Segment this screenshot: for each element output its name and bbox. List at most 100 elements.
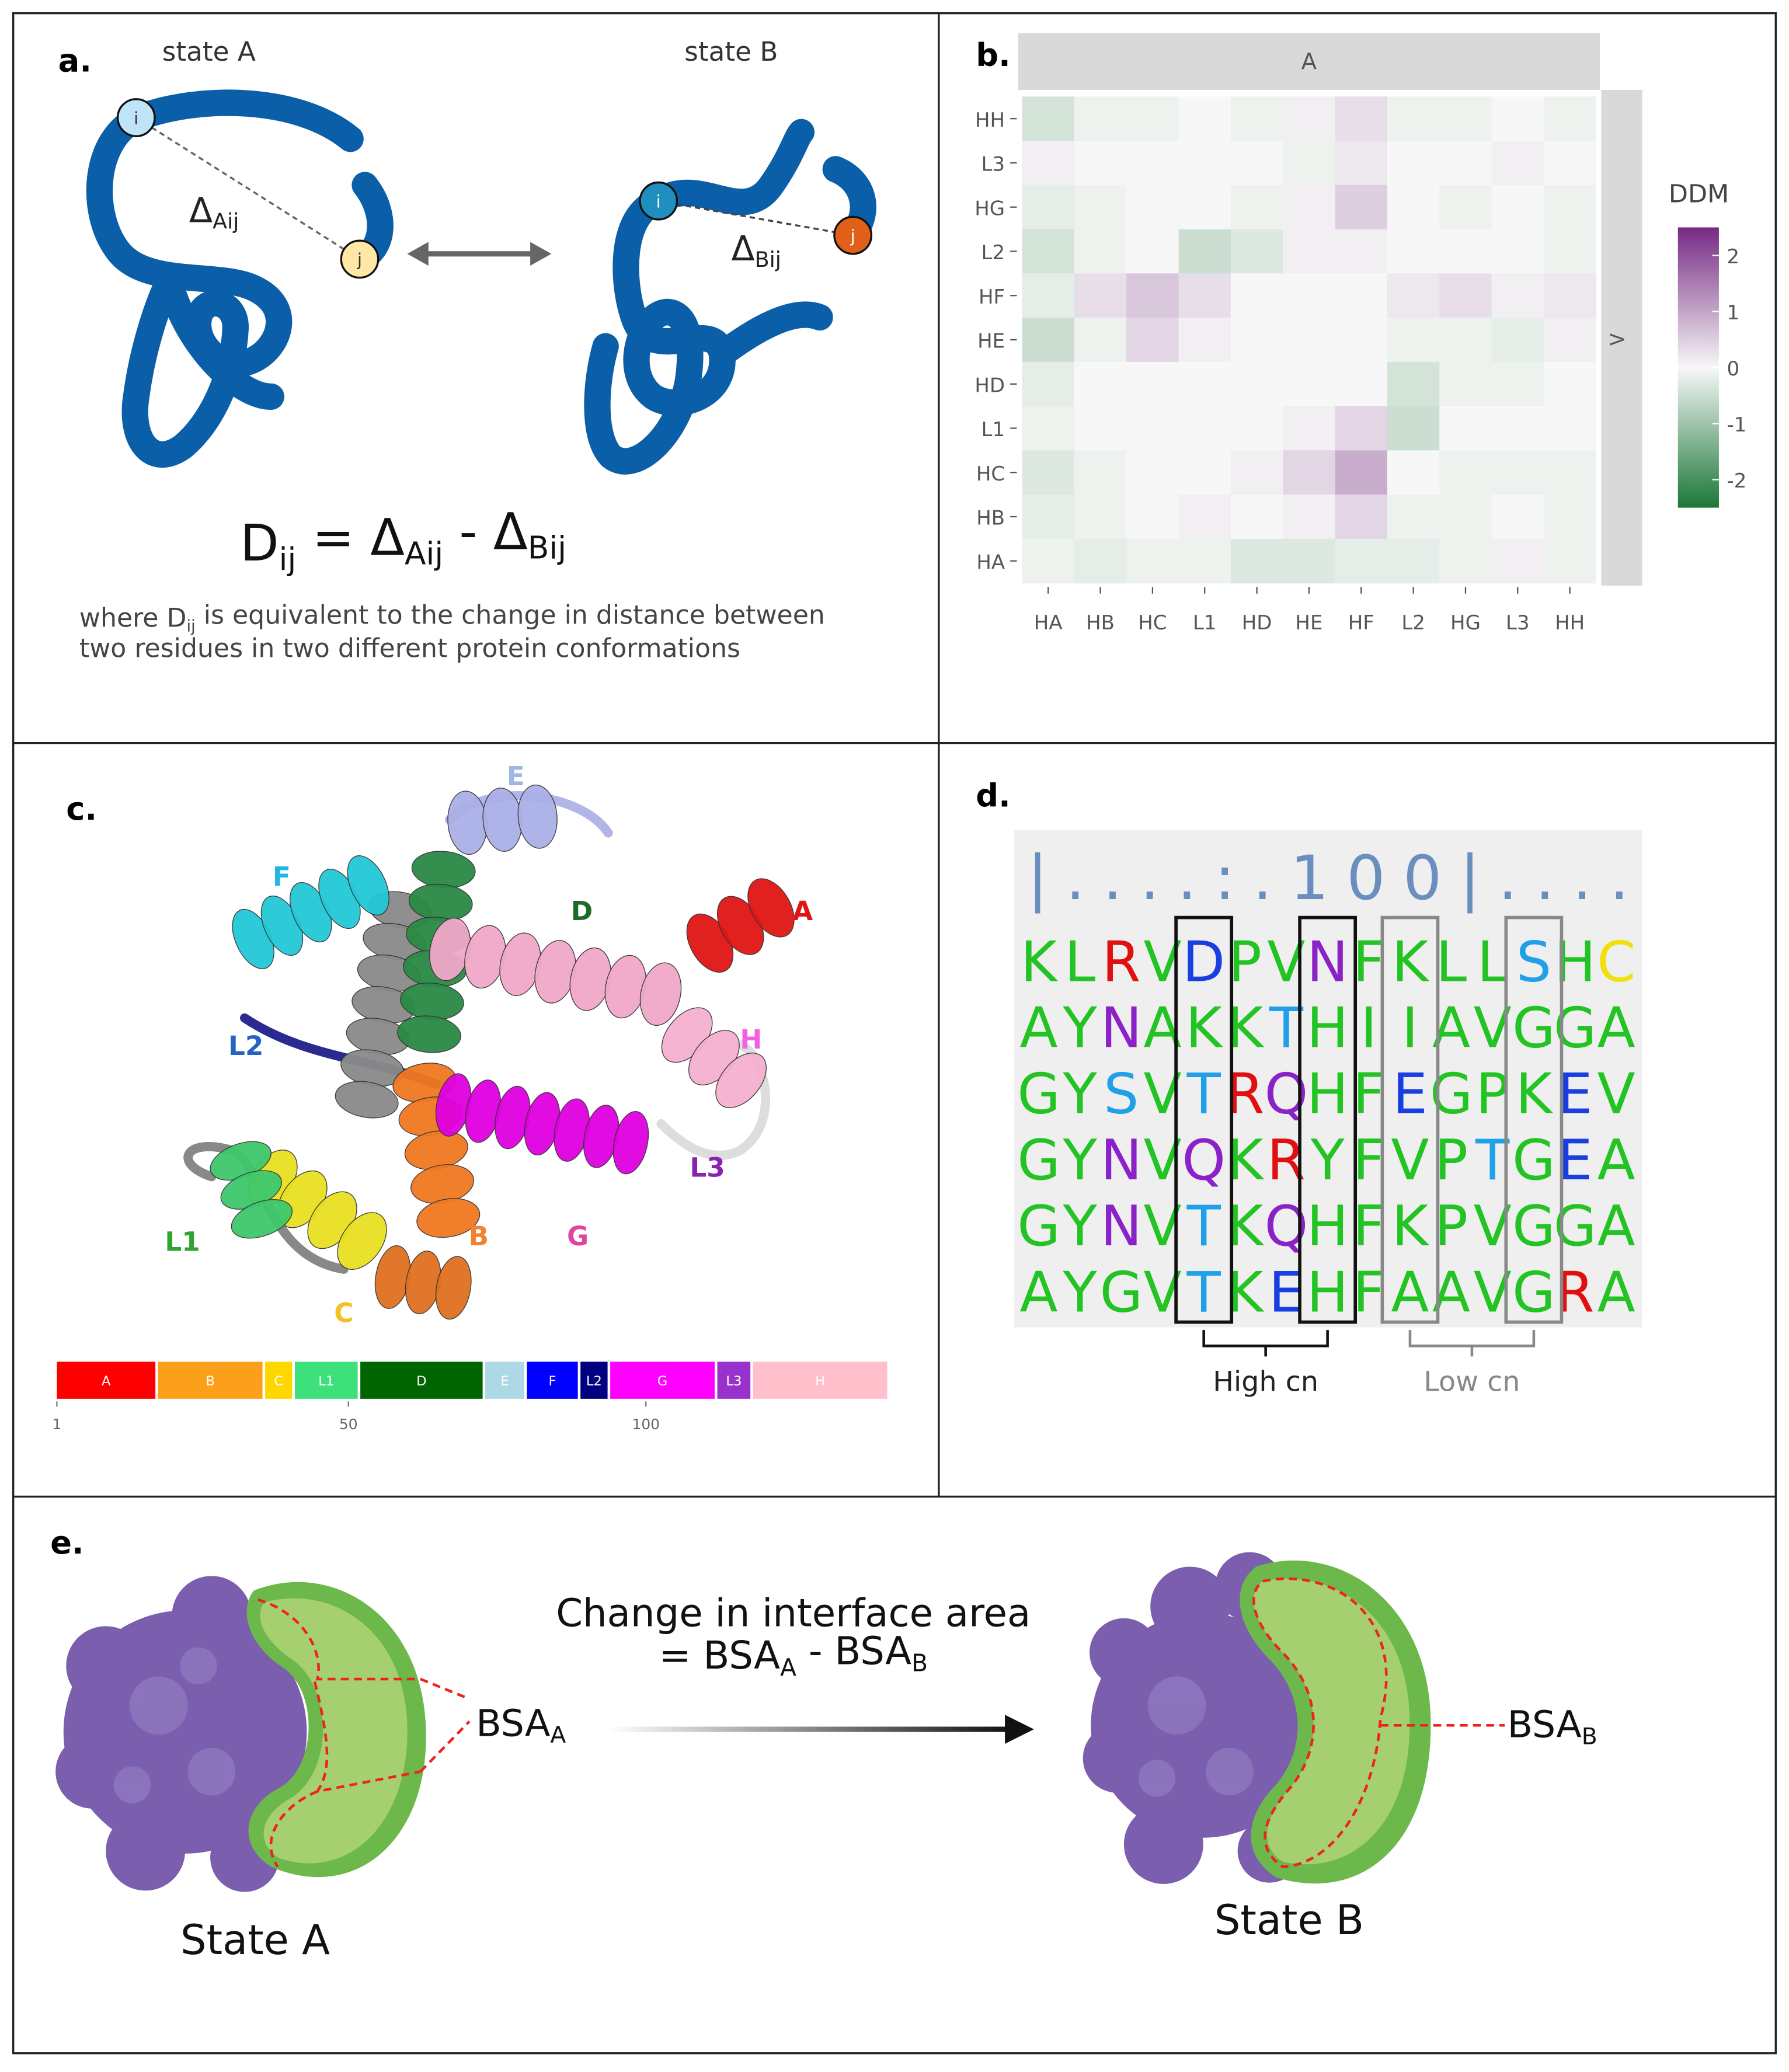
subscript: Bij [528,530,566,566]
heatmap-cell [1126,184,1179,230]
heatmap-cell [1543,361,1597,407]
heatmap-cell [1491,273,1544,318]
domain-label: D [416,1374,426,1389]
helix-turn [416,1198,481,1238]
heatmap-cell [1022,538,1075,584]
text-part: = Δ [296,509,405,567]
residue: V [1391,1129,1429,1193]
residue: A [1597,1195,1635,1259]
x-tick-label: HF [1348,611,1374,635]
structure-label: D [571,896,593,927]
heatmap-cell [1074,184,1127,230]
heatmap-cell [1178,229,1231,274]
heatmap-cell [1439,273,1492,318]
heatmap-cell [1126,96,1179,141]
heatmap-cell [1074,318,1127,363]
annotation: = BSAA - BSAB [659,1629,928,1681]
residue: K [1392,930,1430,994]
residue: P [1435,1195,1468,1259]
residue: H [1307,1260,1349,1325]
residue-label: j [850,226,855,246]
helix-turn [347,855,389,916]
text-part: BSA [476,1701,550,1744]
double-arrow [407,242,552,266]
y-tick-label: HH [975,109,1005,132]
domain-label: F [549,1374,556,1389]
heatmap-cell [1178,495,1231,539]
text-part: D [240,514,279,573]
residue-i [639,181,678,221]
heatmap-cell [1022,495,1075,539]
helix-turn [337,1212,387,1270]
heatmap-cell [1439,96,1492,141]
heatmap-cell [1491,361,1544,407]
heatmap-cell [1230,273,1283,318]
heatmap-cell [1022,141,1075,186]
residue: S [1516,930,1551,994]
subscript: A [780,1653,796,1681]
heatmap-cell [1439,406,1492,451]
heatmap-cell [1230,538,1283,584]
heatmap-cell [1491,450,1544,495]
heatmap-cell [1543,450,1597,495]
residue: P [1435,1129,1468,1193]
helix [661,1007,767,1108]
text-part: Δ [189,190,213,230]
heatmap-cell [1126,406,1179,451]
structure-label: G [567,1221,589,1252]
helix-turn [435,1256,472,1320]
domain-segment [753,1361,887,1399]
residue: Y [1063,1195,1098,1259]
caption: two residues in two different protein co… [79,633,740,663]
residue: R [1102,930,1140,994]
domain-segment [295,1361,358,1399]
heatmap-cell [1335,538,1388,584]
x-tick-label: HC [1138,611,1167,635]
residue: K [1392,1195,1430,1259]
column-box [1504,915,1564,1324]
interface-state-a [55,1576,471,1892]
y-tick-label: L2 [981,241,1005,264]
legend-title: DDM [1669,179,1729,208]
heatmap-cell [1283,318,1336,363]
residue: E [1558,1129,1593,1193]
heatmap-cell [1022,406,1075,451]
heatmap-cell [1074,141,1127,186]
residue: F [1353,930,1385,994]
heatmap-cell [1439,141,1492,186]
heatmap-cell [1074,361,1127,407]
heatmap-cell [1230,96,1283,141]
residue: V [1597,1063,1635,1127]
subscript: ij [187,618,196,636]
x-tick-label: HD [1242,611,1272,635]
helix-turn [747,878,795,938]
y-tick-label: L3 [981,153,1005,176]
x-tick-label: HB [1086,611,1115,635]
facet-label: A [1301,48,1317,75]
heatmap-cell [1491,318,1544,363]
heatmap-cell [1387,96,1440,141]
heatmap-cell [1387,406,1440,451]
y-tick-label: HG [974,197,1005,220]
heatmap-cell [1022,184,1075,230]
heatmap-cell [1126,273,1179,318]
x-tick-label: L2 [1401,611,1425,635]
heatmap-cell [1335,96,1388,141]
heatmap-cell [1178,450,1231,495]
residue: E [1393,1063,1428,1127]
heatmap-cell [1387,229,1440,274]
y-tick-label: HF [979,285,1005,309]
x-tick-label: 1 [52,1416,61,1433]
bsa-label: BSAB [1508,1703,1597,1750]
residue: A [1597,997,1635,1061]
delta-label: ΔBij [731,228,781,272]
helix [374,1245,472,1320]
heatmap-cell [1387,273,1440,318]
heatmap-cell [1126,538,1179,584]
text-part: is equivalent to the change in distance … [196,600,825,630]
heatmap-cell [1491,406,1544,451]
residue: L [1064,930,1095,994]
heatmap-cell [1283,184,1336,230]
heatmap-cell [1335,361,1388,407]
heatmap-cell [1543,184,1597,230]
